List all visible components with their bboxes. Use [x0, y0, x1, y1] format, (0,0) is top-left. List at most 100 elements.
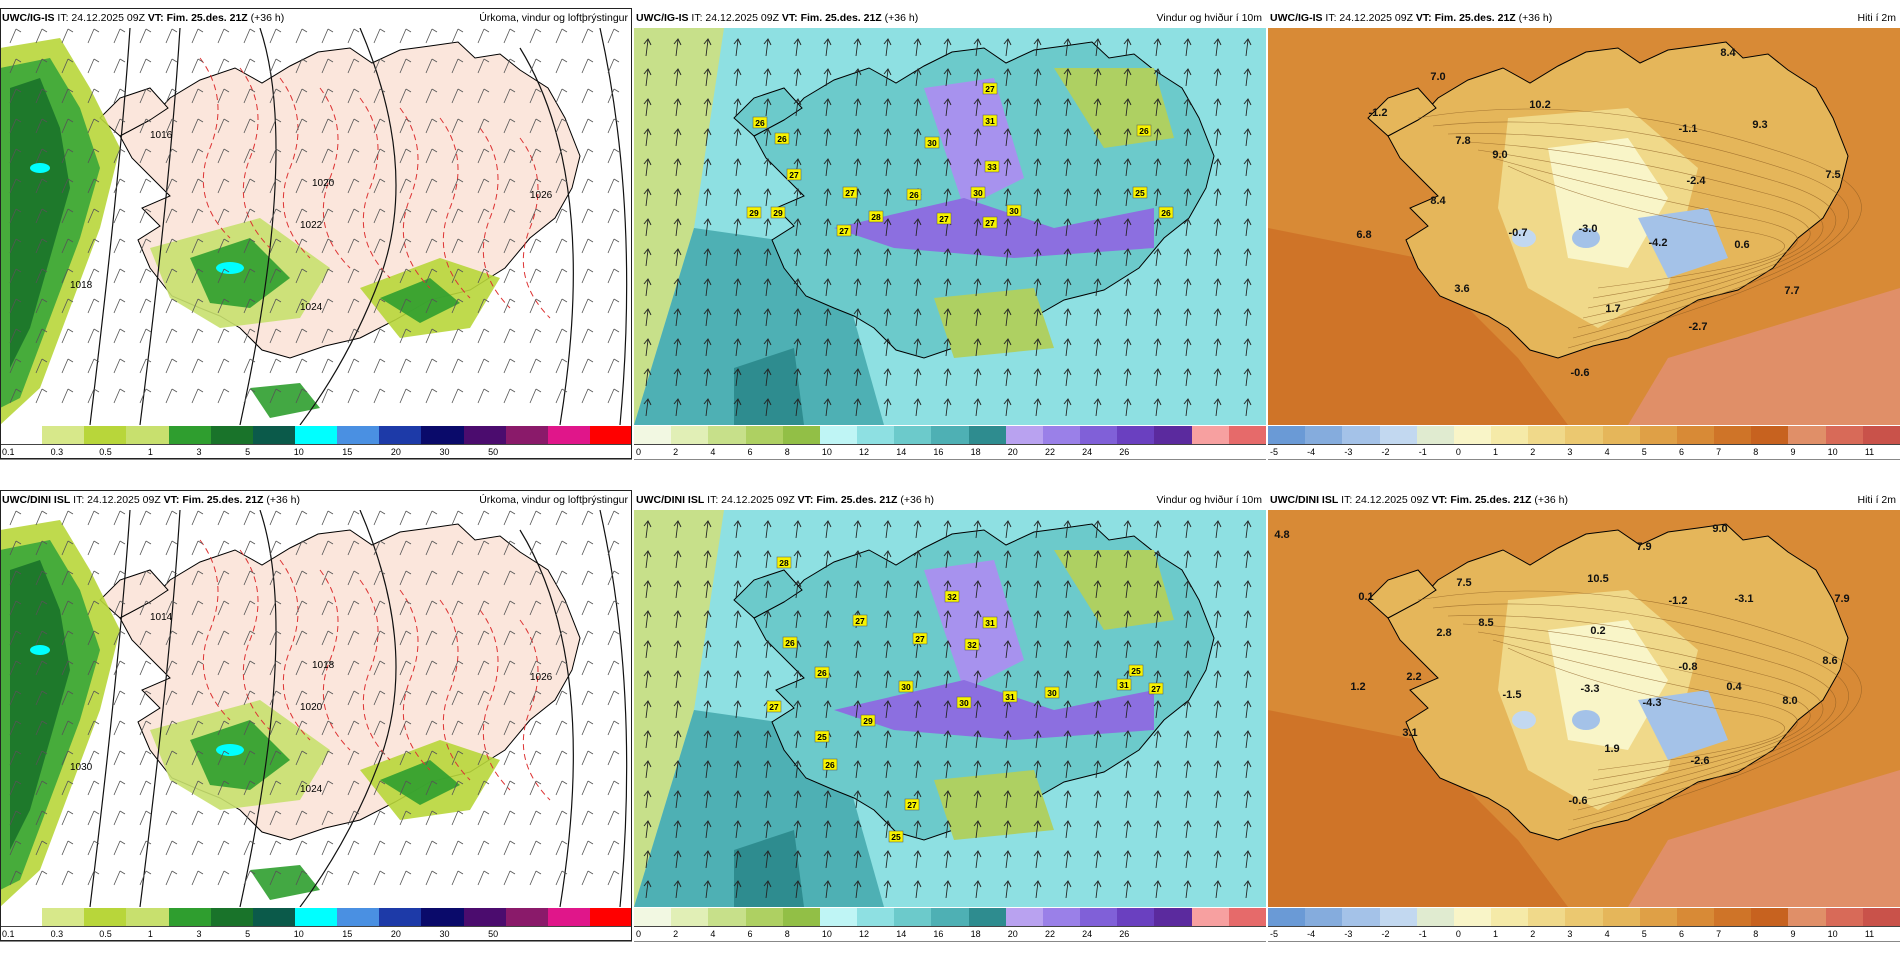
colorbar-tick-label: 14 — [896, 447, 907, 457]
colorbar-swatch — [126, 426, 169, 444]
colorbar-ticks: 0.1 0.3 0.5 1 3 5 10 15 20 30 50 — [0, 926, 632, 942]
colorbar-tick-label: 4 — [1604, 447, 1610, 457]
colorbar-swatch — [1528, 908, 1566, 926]
colorbar-tick-label: 10 — [1827, 929, 1838, 939]
svg-text:32: 32 — [947, 592, 957, 602]
svg-text:30: 30 — [927, 138, 937, 148]
svg-text:25: 25 — [817, 732, 827, 742]
valid-time: Fim. 25.des. 21Z — [1434, 12, 1516, 24]
svg-text:27: 27 — [769, 702, 779, 712]
colorbar-tick-label: 8 — [784, 447, 790, 457]
gust-label: 25 — [1128, 664, 1144, 677]
colorbar-tick-label: 22 — [1044, 447, 1055, 457]
valid-time-label: VT: — [147, 12, 164, 24]
forecast-map: 1014 1018 1020 1024 1026 1030 — [0, 510, 632, 907]
colorbar-tick-label: 16 — [933, 929, 944, 939]
colorbar-swatch — [894, 426, 932, 444]
colorbar-tick-label: 10 — [293, 447, 304, 457]
colorbar-swatch — [1862, 426, 1900, 444]
colorbar-tick-label: 1 — [1493, 929, 1499, 939]
gust-label: 29 — [860, 714, 876, 727]
gust-label: 30 — [1006, 204, 1022, 217]
temperature-label: 10.5 — [1587, 573, 1608, 585]
lead-time: (+36 h) — [900, 494, 934, 506]
model-name: UWC/IG-IS — [1270, 12, 1323, 24]
colorbar-swatch — [294, 908, 338, 926]
colorbar-tick-label: 20 — [1007, 447, 1018, 457]
colorbar-tick-label: 3 — [196, 929, 202, 939]
temperature-label: 0.4 — [1726, 681, 1742, 693]
colorbar-tick-label: 8 — [1753, 929, 1759, 939]
colorbar-tick-label: 2 — [673, 447, 679, 457]
gust-label: 26 — [782, 636, 798, 649]
panel-title: Vindur og hviður í 10m — [1156, 12, 1262, 24]
svg-text:27: 27 — [855, 616, 865, 626]
isobar-label: 1024 — [300, 302, 323, 313]
svg-text:31: 31 — [985, 116, 995, 126]
colorbar-tick-label: 18 — [970, 929, 981, 939]
init-time: IT: 24.12.2025 09Z — [1341, 494, 1429, 506]
colorbar-tick-label: -1 — [1418, 447, 1427, 457]
svg-text:26: 26 — [1161, 208, 1171, 218]
colorbar-tick-label: 0.5 — [99, 447, 112, 457]
valid-time: Fim. 25.des. 21Z — [816, 494, 898, 506]
colorbar-tick-label: 50 — [488, 447, 499, 457]
gust-label: 32 — [964, 638, 980, 651]
colorbar-swatch — [1751, 908, 1789, 926]
temperature-label: 3.6 — [1454, 283, 1469, 295]
colorbar-swatch — [1453, 426, 1492, 444]
forecast-panel-temp: UWC/DINI ISL IT: 24.12.2025 09Z VT: Fim.… — [1268, 490, 1900, 958]
gust-label: 25 — [888, 830, 904, 843]
colorbar-ticks: 0.1 0.3 0.5 1 3 5 10 15 20 30 50 — [0, 444, 632, 460]
forecast-map: 8.4 7.0 10.2 -1.2 7.8 -1.1 9.3 9.0 7.5 -2.4 8.4 6.8… — [1268, 28, 1900, 425]
colorbar-swatch — [745, 426, 783, 444]
map-svg: 8.4 7.0 10.2 -1.2 7.8 -1.1 9.3 9.0 7.5 -2.4 8.4 6.8… — [1268, 28, 1900, 425]
colorbar-tick-label: 10 — [293, 929, 304, 939]
colorbar-swatch — [782, 426, 820, 444]
colorbar-tick-label: 6 — [1678, 929, 1684, 939]
colorbar-swatch — [1416, 426, 1454, 444]
panel-title: Hiti í 2m — [1857, 12, 1896, 24]
svg-text:25: 25 — [1131, 666, 1141, 676]
map-svg: 4.8 9.0 7.9 7.5 10.5 0.1 -1.2 -3.1 7.9 8.5 2.8 0.2 8… — [1268, 510, 1900, 907]
model-name: UWC/IG-IS — [636, 12, 689, 24]
colorbar-tick-label: 0 — [636, 447, 642, 457]
temperature-label: 0.2 — [1590, 625, 1605, 637]
temperature-label: -0.7 — [1509, 227, 1528, 239]
svg-text:27: 27 — [845, 188, 855, 198]
colorbar-tick-label: -5 — [1270, 447, 1279, 457]
map-svg: 1014 1018 1020 1024 1026 1030 — [0, 510, 632, 907]
colorbar-swatch — [1305, 908, 1343, 926]
gust-label: 27 — [1148, 682, 1164, 695]
colorbar-swatch — [1639, 426, 1677, 444]
temperature-label: 9.3 — [1752, 119, 1767, 131]
colorbar-tick-label: 15 — [342, 447, 353, 457]
init-time: IT: 24.12.2025 09Z — [707, 494, 795, 506]
panel-run-info: UWC/DINI ISL IT: 24.12.2025 09Z VT: Fim.… — [636, 490, 934, 510]
colorbar-swatch — [294, 426, 338, 444]
colorbar-swatch — [1154, 426, 1192, 444]
init-time: IT: 24.12.2025 09Z — [691, 12, 779, 24]
gust-label: 31 — [982, 616, 998, 629]
colorbar-tick-label: 0.5 — [99, 929, 112, 939]
svg-text:25: 25 — [891, 832, 901, 842]
colorbar-swatch — [547, 426, 590, 444]
temperature-label: 0.6 — [1734, 239, 1749, 251]
gust-label: 28 — [868, 210, 884, 223]
svg-text:26: 26 — [909, 190, 919, 200]
isobar-label: 1018 — [70, 280, 93, 291]
colorbar — [1268, 426, 1900, 444]
colorbar — [1268, 908, 1900, 926]
gust-label: 32 — [944, 590, 960, 603]
temperature-label: -0.6 — [1569, 795, 1588, 807]
colorbar-swatch — [42, 426, 85, 444]
colorbar-tick-label: 3 — [196, 447, 202, 457]
colorbar-tick-label: 7 — [1716, 447, 1722, 457]
colorbar-swatch — [931, 908, 969, 926]
svg-text:27: 27 — [915, 634, 925, 644]
temperature-label: 2.2 — [1406, 671, 1421, 683]
colorbar-swatch — [1080, 908, 1118, 926]
temperature-label: -3.0 — [1579, 223, 1598, 235]
colorbar-tick-label: 26 — [1119, 929, 1130, 939]
panel-header: UWC/DINI ISL IT: 24.12.2025 09Z VT: Fim.… — [634, 490, 1266, 510]
